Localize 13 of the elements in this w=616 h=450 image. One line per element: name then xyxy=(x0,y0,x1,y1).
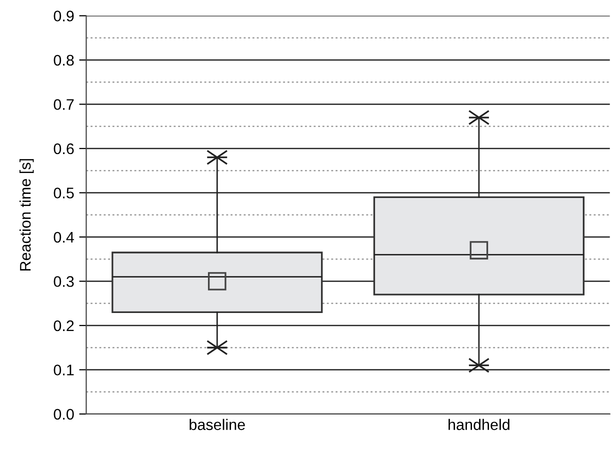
y-tick-label: 0.5 xyxy=(54,188,74,198)
y-tick-label: 0.9 xyxy=(54,10,74,22)
x-tick-label: handheld xyxy=(448,418,510,430)
y-tick-label: 0.3 xyxy=(54,276,74,287)
x-tick-label: baseline xyxy=(190,418,245,430)
y-tick-label: 0.2 xyxy=(54,320,74,332)
y-axis-title: Reaction time [s] xyxy=(20,159,34,271)
y-tick-label: 0.7 xyxy=(54,99,74,110)
y-tick-label: 0.0 xyxy=(54,408,74,420)
y-tick-label: 0.1 xyxy=(54,364,74,376)
y-tick-label: 0.6 xyxy=(54,143,74,154)
y-tick-label: 0.8 xyxy=(54,54,74,66)
y-tick-label: 0.4 xyxy=(54,232,74,243)
